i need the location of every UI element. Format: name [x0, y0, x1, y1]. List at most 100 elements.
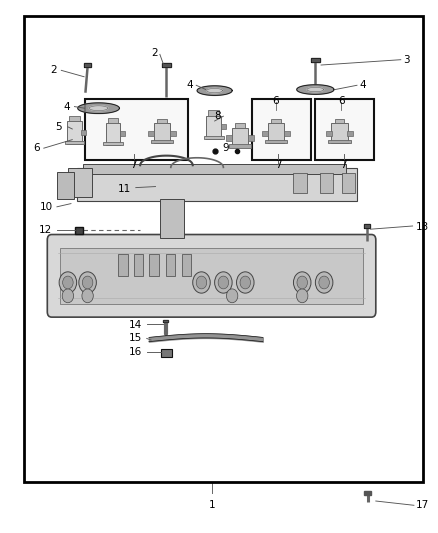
Circle shape: [297, 289, 308, 303]
Bar: [166, 254, 175, 276]
Bar: [161, 349, 172, 357]
Bar: [347, 131, 353, 136]
Circle shape: [193, 272, 210, 293]
Bar: [120, 131, 125, 135]
Circle shape: [319, 276, 329, 289]
Text: 2: 2: [50, 66, 57, 75]
Polygon shape: [84, 63, 91, 67]
Text: 4: 4: [64, 102, 70, 111]
Text: 7: 7: [130, 160, 137, 170]
Bar: [154, 123, 170, 143]
Bar: [320, 173, 333, 193]
Text: 4: 4: [359, 80, 366, 90]
Text: 17: 17: [416, 500, 429, 510]
Bar: [77, 168, 357, 201]
Bar: [326, 131, 332, 136]
Text: 4: 4: [186, 80, 193, 90]
Bar: [68, 168, 92, 197]
Text: 8: 8: [215, 111, 221, 120]
Bar: [252, 99, 311, 160]
Bar: [151, 140, 173, 143]
Bar: [265, 140, 287, 143]
Bar: [208, 110, 219, 116]
Polygon shape: [207, 88, 223, 93]
Bar: [262, 131, 268, 136]
Bar: [229, 144, 251, 148]
Circle shape: [62, 289, 74, 303]
Text: 13: 13: [416, 222, 429, 231]
Circle shape: [293, 272, 311, 293]
Bar: [106, 123, 120, 144]
Bar: [268, 123, 284, 143]
Bar: [83, 164, 346, 174]
Bar: [103, 142, 123, 145]
Circle shape: [196, 276, 207, 289]
Bar: [332, 123, 347, 143]
Polygon shape: [78, 103, 119, 114]
Polygon shape: [163, 320, 168, 322]
Bar: [69, 116, 80, 122]
Bar: [108, 118, 118, 123]
Circle shape: [218, 276, 229, 289]
Bar: [60, 248, 363, 304]
Text: 5: 5: [55, 122, 61, 132]
Polygon shape: [297, 85, 334, 94]
Polygon shape: [197, 86, 232, 95]
Text: 7: 7: [340, 160, 347, 170]
Bar: [160, 199, 184, 238]
Bar: [148, 131, 155, 136]
Text: 15: 15: [129, 334, 142, 343]
Bar: [134, 254, 143, 276]
Bar: [247, 135, 254, 141]
Bar: [283, 131, 290, 136]
Bar: [226, 135, 233, 141]
Bar: [315, 99, 374, 160]
Bar: [67, 122, 82, 144]
Circle shape: [79, 272, 96, 293]
Text: 3: 3: [403, 55, 410, 64]
Circle shape: [240, 276, 251, 289]
Bar: [57, 172, 74, 199]
Text: 9: 9: [222, 143, 229, 152]
Bar: [204, 136, 224, 139]
Text: 7: 7: [275, 160, 282, 170]
Text: 12: 12: [39, 225, 53, 235]
Text: 6: 6: [338, 96, 345, 106]
Polygon shape: [307, 87, 324, 92]
Text: 6: 6: [272, 96, 279, 106]
Polygon shape: [89, 106, 108, 110]
FancyBboxPatch shape: [47, 235, 376, 317]
Text: 2: 2: [151, 49, 158, 58]
Circle shape: [63, 276, 73, 289]
Bar: [221, 124, 226, 130]
Polygon shape: [364, 491, 371, 495]
Bar: [235, 123, 245, 127]
Bar: [328, 140, 351, 143]
Bar: [157, 119, 167, 123]
Text: 1: 1: [209, 500, 216, 510]
Circle shape: [82, 276, 93, 289]
Text: 14: 14: [129, 320, 142, 330]
Text: 6: 6: [33, 143, 39, 153]
Circle shape: [297, 276, 307, 289]
Bar: [206, 116, 221, 139]
Bar: [81, 130, 86, 134]
Bar: [182, 254, 191, 276]
Circle shape: [215, 272, 232, 293]
Text: 10: 10: [39, 202, 53, 212]
Text: 11: 11: [118, 184, 131, 194]
Bar: [85, 99, 188, 160]
Bar: [75, 227, 83, 234]
Bar: [149, 254, 159, 276]
Bar: [232, 127, 248, 147]
Circle shape: [315, 272, 333, 293]
Bar: [293, 173, 307, 193]
Circle shape: [59, 272, 77, 293]
Bar: [342, 173, 355, 193]
Polygon shape: [364, 224, 370, 228]
Bar: [24, 16, 423, 482]
Bar: [271, 119, 281, 123]
Bar: [118, 254, 128, 276]
Text: 16: 16: [129, 347, 142, 357]
Bar: [65, 141, 84, 144]
